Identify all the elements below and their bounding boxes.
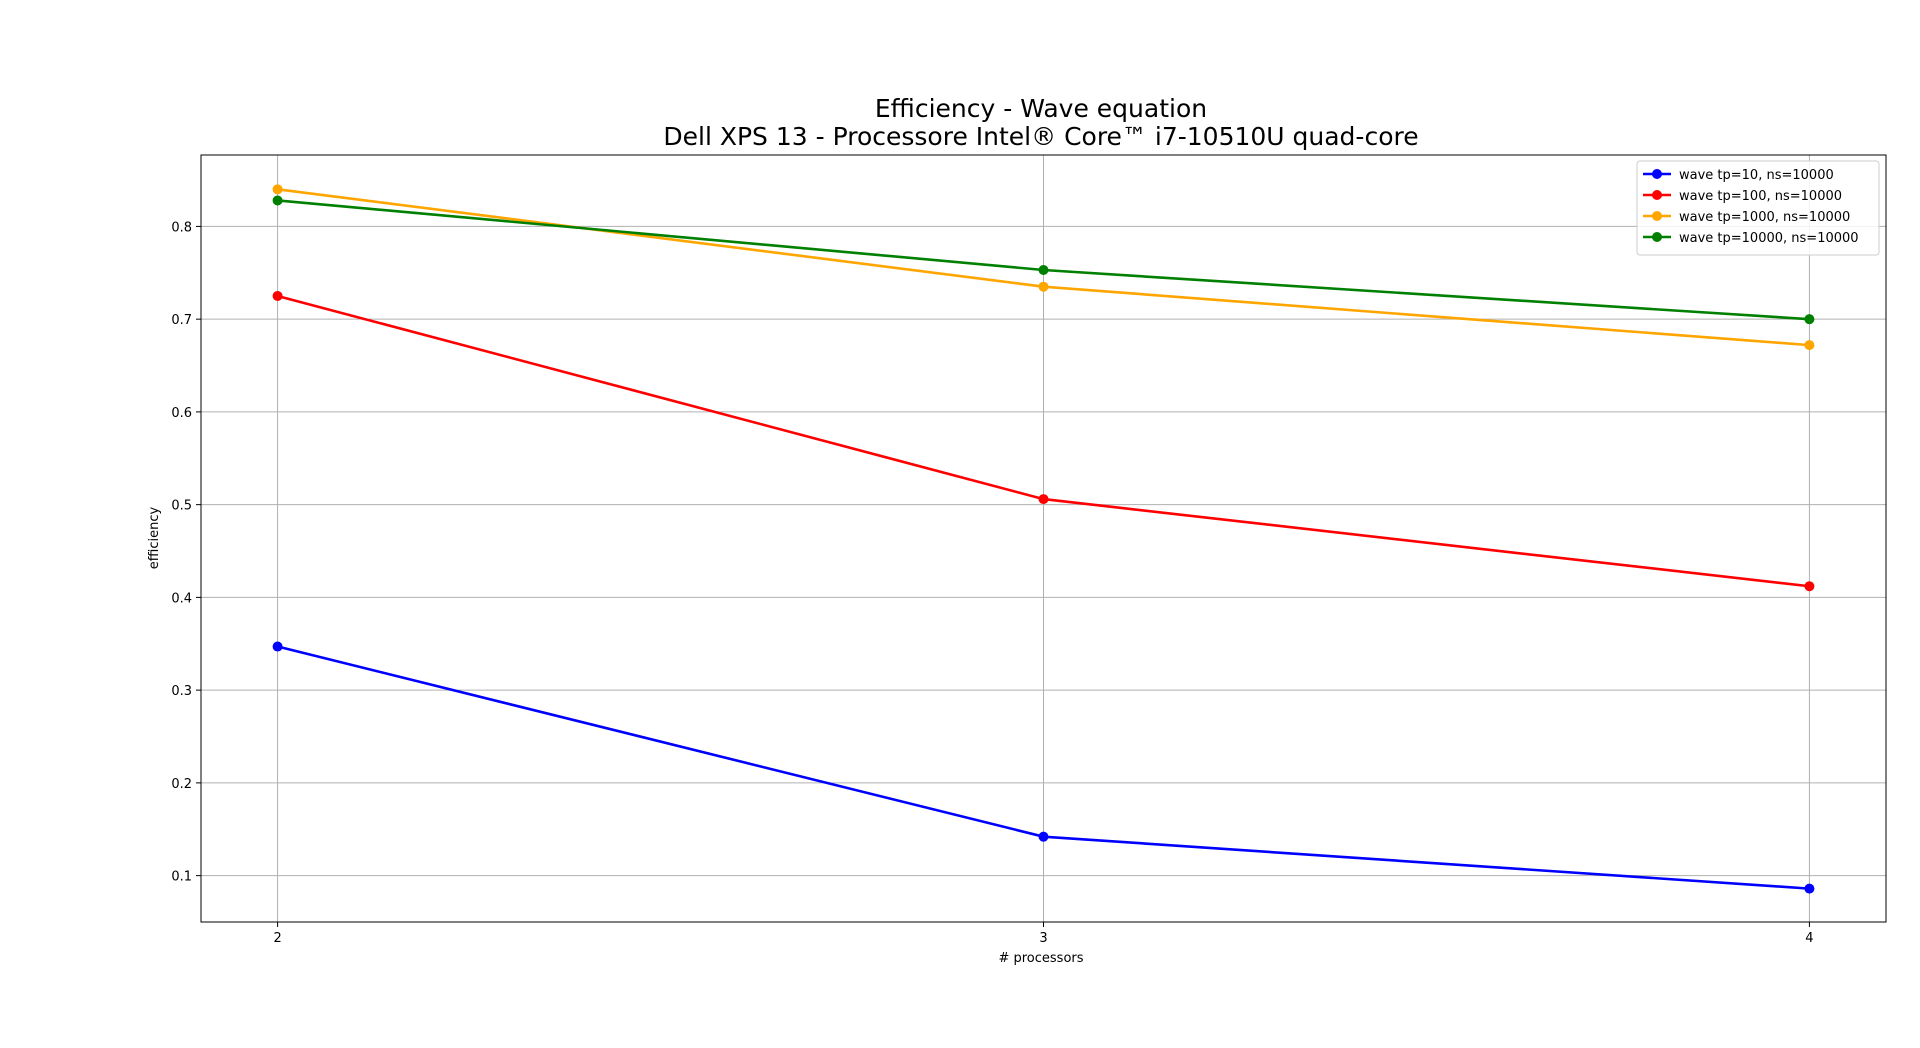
data-point xyxy=(1804,340,1815,351)
series-group xyxy=(272,290,1815,592)
legend-entry-label: wave tp=10000, ns=10000 xyxy=(1679,231,1859,246)
data-point xyxy=(1804,883,1815,894)
axes: 0.1 0.2 0.3 0.4 0.5 0.6 0.7 0.8 2 3 4 xyxy=(171,154,1887,946)
grid-lines xyxy=(201,155,1886,922)
y-tick-label: 0.6 xyxy=(171,406,192,421)
legend: wave tp=10, ns=10000 wave tp=100, ns=1000… xyxy=(1636,160,1880,256)
y-tick-label: 0.4 xyxy=(171,591,192,606)
x-axis-label: # processors xyxy=(998,951,1083,966)
data-point xyxy=(1038,265,1049,276)
x-tick-label: 4 xyxy=(1805,931,1813,946)
plot-frame xyxy=(200,154,1887,923)
y-tick-label: 0.7 xyxy=(171,313,192,328)
y-tick-label: 0.8 xyxy=(171,220,192,235)
legend-entry-label: wave tp=100, ns=10000 xyxy=(1679,189,1842,204)
series-group xyxy=(272,184,1815,351)
legend-entry-label: wave tp=10, ns=10000 xyxy=(1679,168,1834,183)
data-point xyxy=(1804,314,1815,325)
data-point xyxy=(272,184,283,195)
data-point xyxy=(1038,281,1049,292)
x-tick-label: 3 xyxy=(1039,931,1047,946)
legend-entry-label: wave tp=1000, ns=10000 xyxy=(1679,210,1850,225)
y-tick-label: 0.5 xyxy=(171,499,192,514)
data-point xyxy=(272,290,283,301)
chart-title: Efficiency - Wave equation xyxy=(875,94,1207,123)
legend-box xyxy=(1636,160,1880,256)
y-tick-label: 0.3 xyxy=(171,684,192,699)
legend-marker xyxy=(1652,211,1662,221)
data-point xyxy=(272,195,283,206)
legend-marker xyxy=(1652,169,1662,179)
legend-marker xyxy=(1652,232,1662,242)
legend-marker xyxy=(1652,190,1662,200)
series-group xyxy=(272,641,1815,894)
data-point xyxy=(1038,831,1049,842)
data-point xyxy=(1804,581,1815,592)
series-group xyxy=(272,195,1815,325)
y-axis-label: efficiency xyxy=(147,506,162,569)
y-tick-label: 0.1 xyxy=(171,870,192,885)
data-point xyxy=(1038,494,1049,505)
x-tick-label: 2 xyxy=(273,931,281,946)
y-tick-label: 0.2 xyxy=(171,777,192,792)
series-layer xyxy=(272,184,1815,894)
data-point xyxy=(272,641,283,652)
chart-subtitle: Dell XPS 13 - Processore Intel® Core™ i7… xyxy=(663,122,1418,151)
